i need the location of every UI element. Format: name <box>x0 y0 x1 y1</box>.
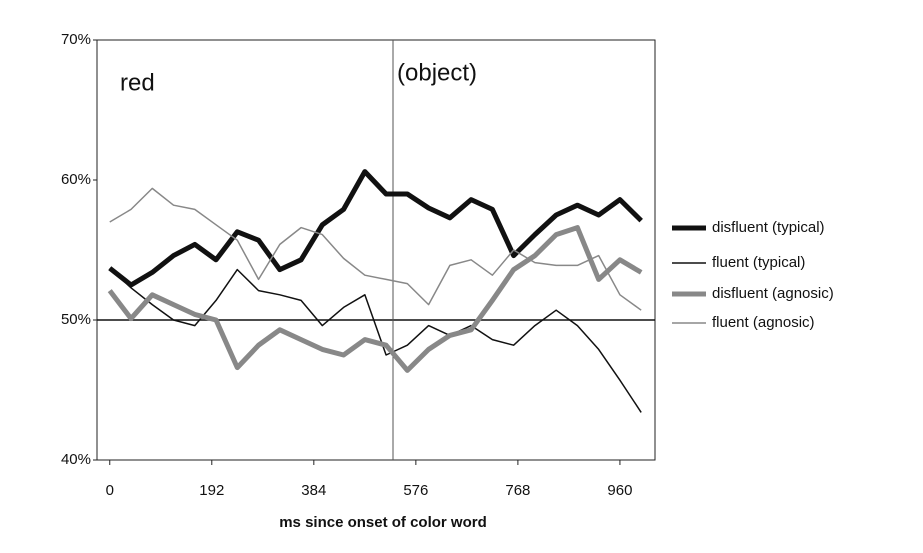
data-line <box>109 187 642 311</box>
x-tick-label: 576 <box>403 482 428 499</box>
legend-label: fluent (agnosic) <box>712 314 815 331</box>
data-line <box>107 225 643 373</box>
legend-label: disfluent (agnosic) <box>712 285 834 302</box>
x-tick-label: 384 <box>301 482 326 499</box>
x-tick-label: 960 <box>607 482 632 499</box>
legend-label: disfluent (typical) <box>712 219 825 236</box>
y-tick-label: 70% <box>61 31 91 48</box>
x-tick-label: 768 <box>505 482 530 499</box>
annotation: red <box>120 69 155 96</box>
y-tick-label: 50% <box>61 311 91 328</box>
y-tick-label: 60% <box>61 171 91 188</box>
annotation: (object) <box>397 59 477 86</box>
plot-frame <box>96 39 656 461</box>
y-tick-label: 40% <box>61 451 91 468</box>
x-tick-label: 0 <box>106 482 114 499</box>
x-axis-title: ms since onset of color word <box>279 514 487 531</box>
data-line <box>108 169 643 288</box>
x-tick-label: 192 <box>199 482 224 499</box>
data-line <box>109 267 642 413</box>
legend-label: fluent (typical) <box>712 254 805 271</box>
